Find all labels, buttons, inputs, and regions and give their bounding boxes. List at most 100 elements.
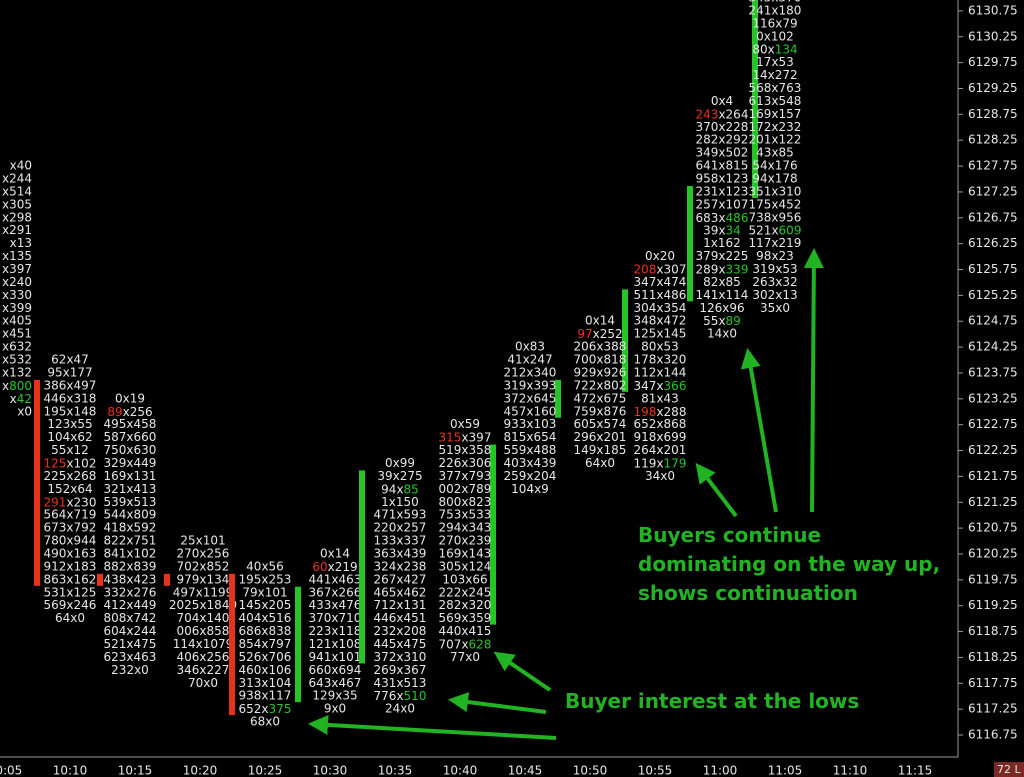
price-tick-label: 6120.25	[968, 546, 1018, 560]
footprint-cell: 302x13	[752, 288, 797, 302]
footprint-column: 0x1989x256495x458587x660750x630329x44916…	[97, 391, 156, 677]
footprint-cell: 0x19	[115, 391, 145, 405]
footprint-cell: 14x272	[752, 68, 797, 82]
footprint-cell: 379x225	[696, 249, 749, 263]
footprint-cell: 686x838	[239, 624, 292, 638]
footprint-cell: 912x183	[44, 559, 97, 573]
footprint-cell: x399	[2, 301, 32, 315]
footprint-cell: 941x101	[309, 650, 362, 664]
time-label: 10:20	[183, 764, 218, 777]
footprint-cell: 97x252	[577, 327, 622, 341]
footprint-column: x40x244x514x305x298x291x13x135x397x240x3…	[2, 159, 32, 419]
footprint-cell: 623x463	[104, 650, 157, 664]
candle-bar	[34, 379, 40, 586]
footprint-cell: 263x32	[752, 275, 797, 289]
footprint-cell: 116x79	[752, 16, 797, 30]
price-tick-label: 6126.25	[968, 236, 1018, 250]
footprint-cell: 652x375	[239, 702, 292, 716]
footprint-cell: 332x276	[104, 585, 157, 599]
footprint-cell: x532	[2, 353, 32, 367]
footprint-cell: 343x370	[749, 0, 802, 4]
footprint-cell: 759x876	[574, 404, 627, 418]
footprint-cell: 104x9	[511, 482, 549, 496]
price-tick-label: 6123.75	[968, 365, 1018, 379]
footprint-cell: 112x144	[634, 365, 687, 379]
candle-bar	[687, 185, 693, 302]
price-tick-label: 6122.25	[968, 443, 1018, 457]
footprint-cell: 346x227	[177, 663, 230, 677]
footprint-cell: 125x102	[44, 456, 97, 470]
footprint-cell: 35x0	[760, 301, 790, 315]
footprint-cell: 406x256	[177, 650, 230, 664]
footprint-cell: 472x675	[574, 391, 627, 405]
footprint-cell: 133x337	[374, 534, 427, 548]
footprint-cell: 0x14	[320, 546, 350, 560]
footprint-cell: 1x150	[381, 495, 419, 509]
footprint-cell: 121x108	[309, 637, 362, 651]
footprint-cell: 445x475	[374, 637, 427, 651]
price-tick-label: 6120.75	[968, 521, 1018, 535]
footprint-cell: 319x53	[752, 262, 797, 276]
price-tick-label: 6130.25	[968, 29, 1018, 43]
footprint-cell: 212x340	[504, 365, 557, 379]
time-label: 10:15	[118, 764, 153, 777]
footprint-cell: x330	[2, 288, 32, 302]
footprint-cell: 433x476	[309, 598, 362, 612]
footprint-column: 0x1460x219441x463367x266433x476370x71022…	[295, 546, 362, 716]
footprint-cell: 43x85	[756, 146, 794, 160]
price-tick-label: 6129.25	[968, 81, 1018, 95]
annotation: Buyer interest at the lows	[565, 689, 859, 713]
footprint-cell: 60x219	[312, 559, 357, 573]
footprint-cell: x42	[10, 391, 32, 405]
footprint-cell: 531x125	[44, 585, 97, 599]
footprint-cell: 232x0	[111, 663, 149, 677]
time-label: 10:35	[378, 764, 413, 777]
footprint-cell: 291x230	[44, 495, 97, 509]
footprint-cell: 25x101	[180, 534, 225, 548]
footprint-cell: 497x1199	[173, 585, 234, 599]
footprint-cell: 349x502	[696, 146, 749, 160]
footprint-cell: 347x474	[634, 275, 687, 289]
footprint-column: 62x4795x177386x497446x318195x148123x5510…	[34, 353, 97, 625]
footprint-cell: x451	[2, 327, 32, 341]
footprint-cell: 702x852	[177, 559, 230, 573]
footprint-cell: 641x815	[696, 159, 749, 173]
footprint-cell: x135	[2, 249, 32, 263]
footprint-cell: 55x12	[51, 443, 89, 457]
footprint-cell: 0x4	[711, 94, 733, 108]
footprint-cell: x132	[2, 365, 32, 379]
footprint-cell: 289x339	[696, 262, 749, 276]
footprint-column: 0x9939x27594x851x150471x593220x257133x33…	[359, 456, 426, 716]
footprint-cell: 652x868	[634, 417, 687, 431]
footprint-cell: 363x439	[374, 546, 427, 560]
time-label: 10:55	[638, 764, 673, 777]
footprint-cell: 367x266	[309, 585, 362, 599]
footprint-cell: 282x292	[696, 133, 749, 147]
footprint-cell: 329x449	[104, 456, 157, 470]
footprint-cell: 41x247	[507, 353, 552, 367]
footprint-cell: 704x140	[177, 611, 230, 625]
footprint-cell: 9x0	[324, 702, 346, 716]
footprint-cell: 114x1079	[173, 637, 234, 651]
time-label: 11:15	[898, 764, 933, 777]
footprint-cell: 104x62	[47, 430, 92, 444]
footprint-cell: 54x176	[752, 159, 797, 173]
footprint-cell: 465x462	[374, 585, 427, 599]
footprint-cell: 270x256	[177, 546, 230, 560]
footprint-cell: x0	[17, 404, 32, 418]
footprint-cell: 841x102	[104, 546, 157, 560]
footprint-cell: 683x486	[696, 210, 749, 224]
time-label: 10:30	[313, 764, 348, 777]
footprint-cell: 257x107	[696, 197, 749, 211]
footprint-cell: 822x751	[104, 534, 157, 548]
footprint-cell: 0x102	[756, 29, 794, 43]
footprint-cell: 296x201	[574, 430, 627, 444]
candle-bar	[490, 444, 496, 625]
footprint-column: 0x4243x264370x228282x292349x502641x81595…	[696, 0, 758, 341]
footprint-cell: 002x789	[439, 482, 492, 496]
footprint-cell: 0x59	[450, 417, 480, 431]
footprint-cell: 438x423	[104, 572, 157, 586]
footprint-cell: 206x388	[574, 340, 627, 354]
annotation: dominating on the way up,	[638, 552, 940, 576]
